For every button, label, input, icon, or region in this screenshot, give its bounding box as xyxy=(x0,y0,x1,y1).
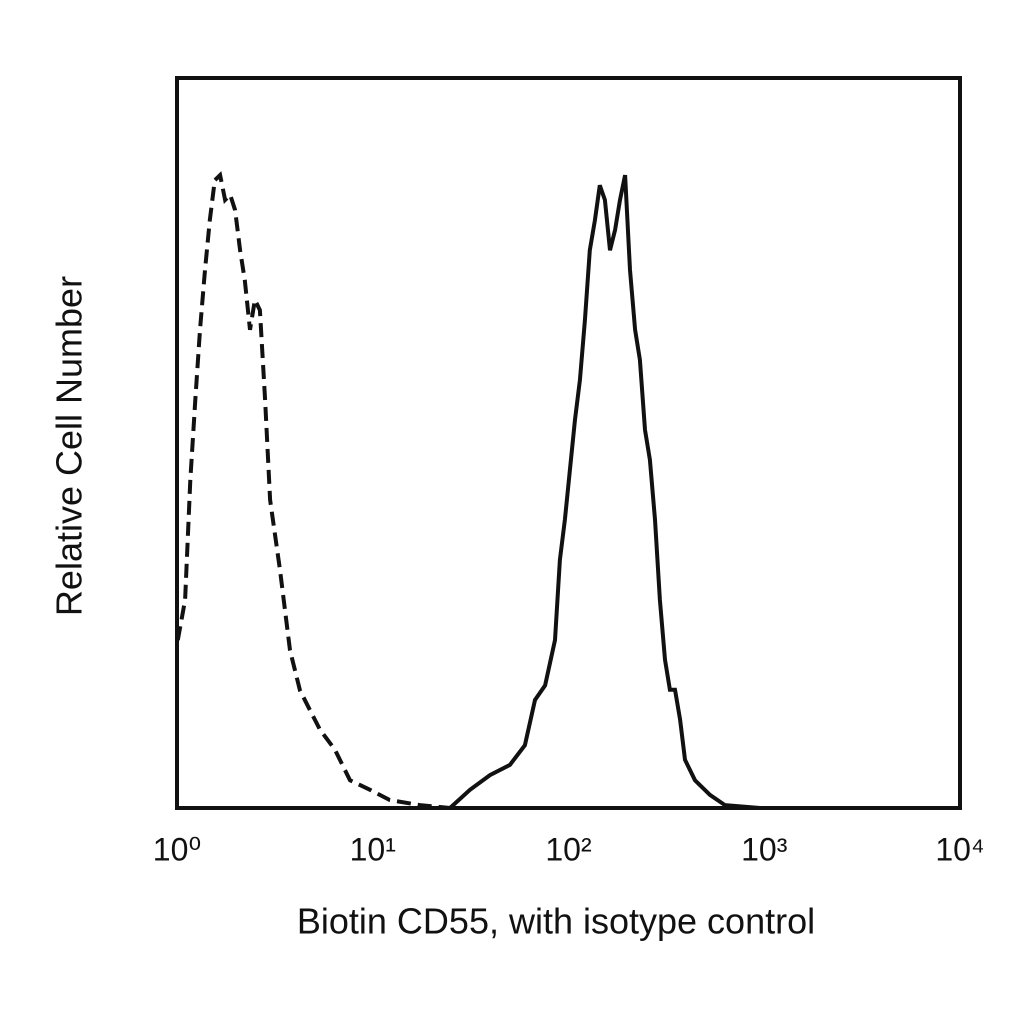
x-tick-label: 10⁴ xyxy=(935,831,984,867)
histogram-line xyxy=(448,174,761,810)
x-axis-label: Biotin CD55, with isotype control xyxy=(297,901,815,942)
x-tick-label: 10³ xyxy=(741,831,788,867)
x-tick-label: 10² xyxy=(545,831,592,867)
x-tick-label: 10¹ xyxy=(350,831,396,867)
histogram-line xyxy=(175,171,451,810)
x-tick-label: 10⁰ xyxy=(153,831,201,867)
plot-frame xyxy=(175,76,962,810)
y-axis-label: Relative Cell Number xyxy=(49,276,90,616)
